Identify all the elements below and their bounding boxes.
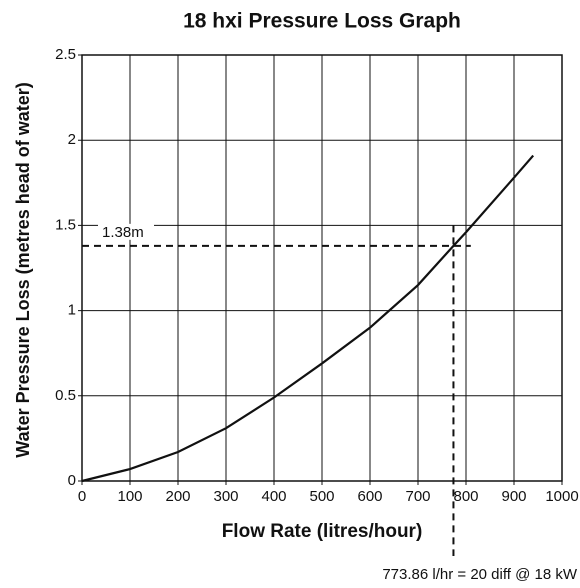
y-tick-label: 0 [68,472,76,489]
x-axis-label: Flow Rate (litres/hour) [222,521,423,542]
x-tick-label: 900 [501,488,526,505]
x-tick-label: 1000 [545,488,578,505]
x-tick-label: 200 [165,488,190,505]
y-tick-label: 1 [68,302,76,319]
line-series [81,154,535,483]
x-tick-label: 400 [261,488,286,505]
y-tick-label: 0.5 [55,387,76,404]
x-tick-label: 300 [213,488,238,505]
x-tick-label: 800 [453,488,478,505]
y-tick-label: 2 [68,131,76,148]
label-bg [98,223,154,240]
x-tick-label: 500 [309,488,334,505]
annotation: 773.86 l/hr = 20 diff @ 18 kW [382,566,577,583]
y-tick-label: 1.5 [55,216,76,233]
chart-title: 18 hxi Pressure Loss Graph [183,10,461,33]
x-tick-label: 600 [357,488,382,505]
y-axis-label: Water Pressure Loss (metres head of wate… [13,82,33,457]
x-tick-label: 100 [117,488,142,505]
plot-frame [81,54,563,482]
y-tick-label: 2.5 [55,46,76,63]
x-tick-label: 700 [405,488,430,505]
annotation: 1.38m [102,224,144,241]
x-tick-label: 0 [78,488,86,505]
